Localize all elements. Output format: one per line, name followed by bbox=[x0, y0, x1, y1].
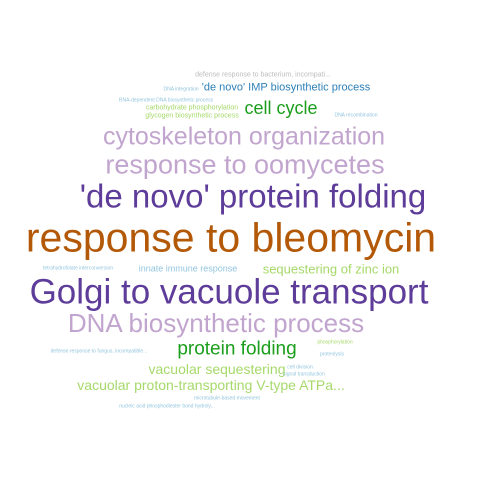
word-cytoskeleton-organization: cytoskeleton organization bbox=[102, 122, 386, 151]
word-de-novo-imp-biosynthetic: 'de novo' IMP biosynthetic process bbox=[201, 81, 371, 94]
word-cell-cycle: cell cycle bbox=[244, 98, 318, 118]
word-proteolysis: proteolysis bbox=[320, 351, 344, 358]
word-sequestering-of-zinc-ion: sequestering of zinc ion bbox=[262, 261, 400, 277]
word-innate-immune-response: innate immune response bbox=[138, 263, 238, 274]
word-carbohydrate-phosphorylation: carbohydrate phosphorylation bbox=[145, 104, 239, 112]
word-dna-integration: DNA integration bbox=[163, 86, 199, 93]
word-glycogen-biosynthetic: glycogen biosynthetic process bbox=[145, 112, 239, 120]
word-defense-response-bacterium: defense response to bacterium, incompati… bbox=[195, 71, 331, 79]
word-dna-recombination: DNA recombination bbox=[334, 112, 378, 119]
word-signal-transduction: signal transduction bbox=[283, 371, 325, 378]
word-nucleic-acid-phosphodiester: nucleic acid phosphodiester bond hydroly… bbox=[119, 403, 215, 410]
word-response-to-oomycetes: response to oomycetes bbox=[105, 149, 385, 180]
word-protein-folding: protein folding bbox=[177, 338, 297, 360]
word-vacuolar-proton-transporting: vacuolar proton-transporting V-type ATPa… bbox=[77, 377, 345, 393]
word-tetrahydrofolate-interconversion: tetrahydrofolate interconversion bbox=[42, 265, 114, 272]
word-microtubule-based-movement: microtubule-based movement bbox=[194, 395, 260, 402]
word-golgi-to-vacuole-transport: Golgi to vacuole transport bbox=[29, 272, 429, 312]
word-defense-response-fungus: defense response to fungus, incompatible… bbox=[50, 348, 148, 355]
word-phosphorylation: phosphorylation bbox=[317, 339, 353, 346]
word-de-novo-protein-folding: 'de novo' protein folding bbox=[79, 177, 427, 215]
word-response-to-bleomycin: response to bleomycin bbox=[25, 214, 437, 261]
word-vacuolar-sequestering: vacuolar sequestering bbox=[148, 361, 286, 377]
word-dna-biosynthetic-process: DNA biosynthetic process bbox=[67, 308, 365, 338]
word-cell-division: cell division bbox=[287, 364, 313, 371]
word-rna-dependent-dna-biosynthetic: RNA-dependent DNA biosynthetic process bbox=[118, 97, 214, 104]
